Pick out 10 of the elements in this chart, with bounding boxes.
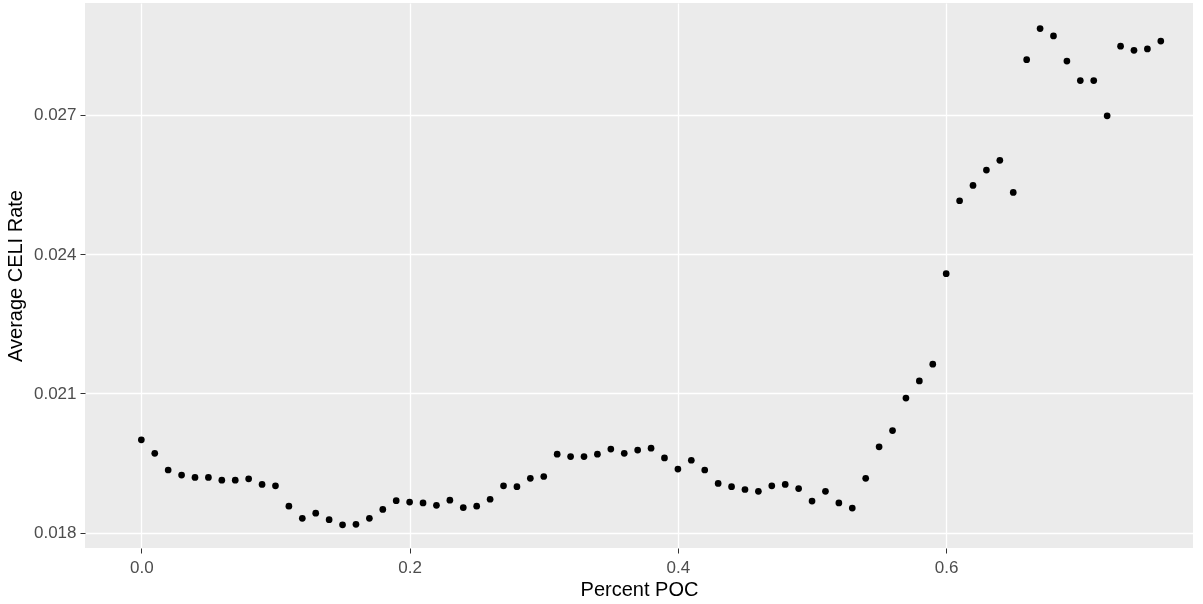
x-tick-label: 0.0 <box>130 557 154 577</box>
y-tick-label: 0.024 <box>33 244 77 264</box>
y-axis-title: Average CELI Rate <box>3 190 26 362</box>
y-tick-label: 0.021 <box>33 383 77 403</box>
y-tick-label: 0.018 <box>33 523 77 543</box>
x-tick-label: 0.2 <box>398 557 422 577</box>
y-tick-label: 0.027 <box>33 105 77 125</box>
x-tick-label: 0.6 <box>934 557 959 577</box>
x-tick-label: 0.4 <box>666 557 691 577</box>
x-axis-title: Percent POC <box>580 577 699 600</box>
